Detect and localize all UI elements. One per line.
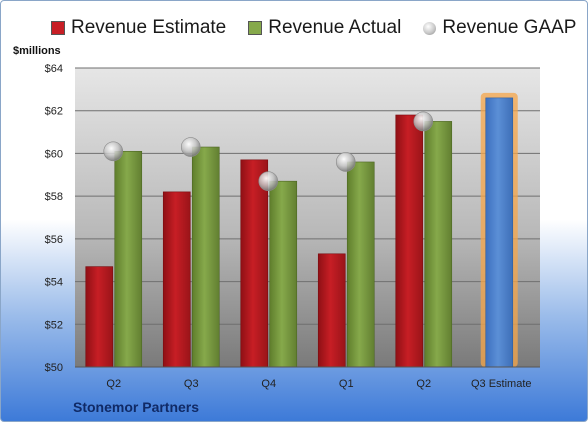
gaap-marker xyxy=(335,152,356,172)
gaap-marker xyxy=(103,141,124,162)
gaap-marker xyxy=(413,111,434,132)
bar-estimate xyxy=(85,266,114,368)
legend-item-estimate: Revenue Estimate xyxy=(51,17,226,39)
y-tick-label: $64 xyxy=(45,63,63,75)
y-tick-label: $62 xyxy=(45,106,63,118)
x-tick-label: Q3 xyxy=(184,378,199,390)
legend-swatch-gaap xyxy=(423,21,437,35)
bar-estimate xyxy=(162,191,191,368)
company-name: Stonemor Partners xyxy=(73,399,200,415)
bar-estimate xyxy=(317,253,346,368)
x-tick-label: Q1 xyxy=(339,378,354,390)
bar-actual xyxy=(191,146,220,368)
x-tick-label: Q4 xyxy=(261,378,276,390)
legend: Revenue Estimate Revenue Actual Revenue … xyxy=(51,17,576,39)
gaap-marker xyxy=(258,171,279,191)
y-tick-label: $56 xyxy=(45,234,63,246)
legend-label-estimate: Revenue Estimate xyxy=(71,17,227,38)
x-tick-label: Q2 xyxy=(416,378,431,390)
legend-swatch-estimate xyxy=(51,21,65,35)
bar-actual xyxy=(269,180,298,368)
legend-item-gaap: Revenue GAAP xyxy=(423,17,576,39)
y-tick-label: $58 xyxy=(45,191,63,203)
x-tick-label: Q3 Estimate xyxy=(471,378,532,390)
bar-estimate xyxy=(395,114,424,368)
bar-actual xyxy=(424,121,453,368)
y-tick-label: $60 xyxy=(45,148,63,160)
legend-label-gaap: Revenue GAAP xyxy=(442,17,577,38)
y-tick-label: $52 xyxy=(45,319,63,331)
bar-estimate xyxy=(485,97,514,368)
bar-actual xyxy=(346,161,375,368)
gaap-marker xyxy=(180,137,201,157)
legend-swatch-actual xyxy=(248,21,263,35)
bar-actual xyxy=(114,150,143,368)
legend-label-actual: Revenue Actual xyxy=(268,17,402,38)
y-tick-label: $54 xyxy=(45,277,63,289)
x-tick-label: Q2 xyxy=(106,378,121,390)
y-axis-unit-label: $millions xyxy=(13,45,61,57)
y-tick-label: $50 xyxy=(45,362,63,374)
bar-estimate xyxy=(240,159,269,368)
plot-area xyxy=(75,68,540,367)
legend-item-actual: Revenue Actual xyxy=(248,17,401,39)
